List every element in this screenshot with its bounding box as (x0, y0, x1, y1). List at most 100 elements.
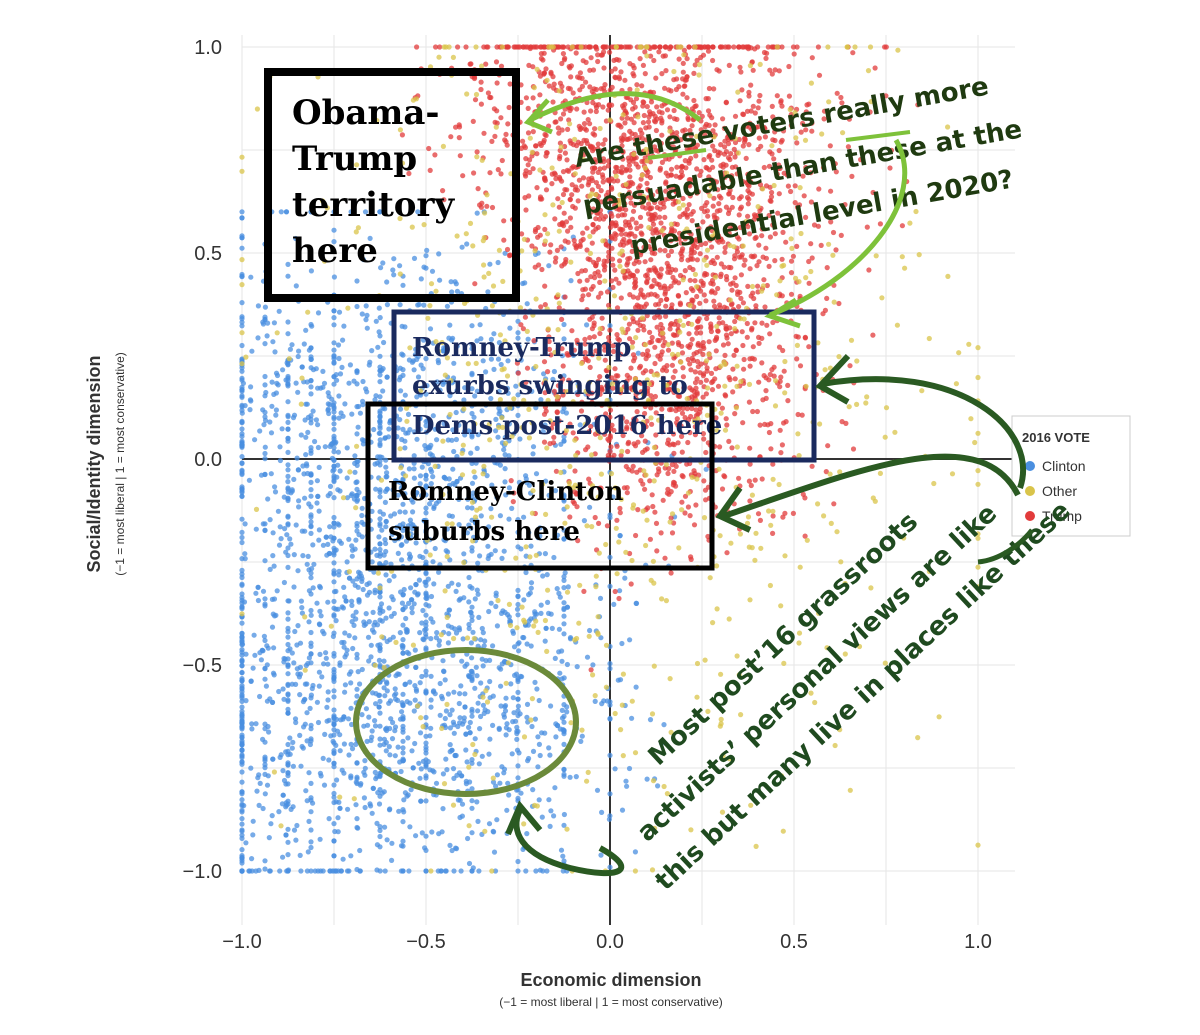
data-point-clinton (454, 343, 460, 349)
data-point-clinton (505, 358, 511, 364)
data-point-clinton (377, 368, 383, 374)
data-point-clinton (293, 837, 299, 843)
data-point-trump (625, 448, 631, 455)
data-point-clinton (275, 382, 281, 388)
data-point-clinton (376, 801, 383, 807)
data-point-clinton (354, 693, 360, 699)
data-point-trump (752, 320, 758, 326)
data-point-clinton (449, 847, 455, 854)
data-point-clinton (285, 449, 291, 455)
data-point-clinton (308, 868, 314, 874)
data-point-clinton (464, 241, 470, 247)
data-point-trump (529, 243, 535, 249)
data-point-clinton (514, 736, 520, 743)
data-point-trump (666, 87, 672, 93)
data-point-trump (581, 109, 587, 115)
data-point-clinton (472, 474, 478, 480)
data-point-trump (597, 330, 603, 337)
data-point-trump (776, 344, 783, 350)
data-point-trump (616, 122, 623, 128)
data-point-trump (716, 401, 722, 407)
data-point-clinton (449, 707, 455, 713)
data-point-trump (711, 298, 717, 304)
data-point-clinton (467, 719, 473, 726)
data-point-trump (762, 304, 768, 310)
data-point-clinton (239, 604, 245, 610)
data-point-clinton (362, 804, 368, 811)
data-point-clinton (400, 750, 406, 756)
data-point-clinton (402, 438, 408, 444)
data-point-trump (689, 336, 695, 342)
data-point-clinton (285, 462, 291, 468)
data-point-clinton (398, 485, 404, 491)
data-point-clinton (520, 280, 526, 287)
data-point-clinton (423, 571, 429, 577)
data-point-trump (770, 461, 776, 467)
data-point-trump (591, 320, 597, 326)
data-point-clinton (239, 342, 245, 349)
data-point-trump (717, 207, 723, 213)
data-point-trump (618, 69, 624, 75)
data-point-trump (662, 291, 668, 297)
data-point-trump (654, 451, 660, 457)
data-point-trump (659, 406, 665, 412)
data-point-trump (584, 225, 590, 231)
data-point-clinton (626, 765, 633, 772)
data-point-clinton (285, 319, 291, 325)
data-point-clinton (478, 713, 484, 720)
data-point-clinton (547, 752, 553, 758)
data-point-clinton (413, 532, 419, 538)
data-point-clinton (363, 317, 369, 323)
data-point-trump (676, 56, 682, 62)
data-point-trump (640, 62, 647, 68)
data-point-trump (683, 290, 689, 296)
data-point-clinton (339, 364, 345, 370)
data-point-clinton (285, 598, 291, 604)
data-point-trump (741, 262, 747, 268)
data-point-clinton (304, 561, 310, 567)
data-point-clinton (369, 627, 376, 633)
data-point-clinton (474, 587, 480, 593)
data-point-clinton (474, 445, 480, 451)
data-point-clinton (370, 609, 376, 616)
data-point-clinton (539, 730, 545, 736)
data-point-trump (738, 272, 745, 278)
data-point-clinton (401, 797, 407, 803)
data-point-clinton (515, 703, 522, 709)
data-point-clinton (285, 671, 291, 677)
data-point-clinton (399, 600, 405, 606)
data-point-clinton (459, 658, 465, 664)
data-point-trump (488, 94, 494, 101)
data-point-trump (440, 188, 446, 194)
data-point-trump (770, 222, 776, 228)
data-point-clinton (400, 592, 406, 598)
data-point-trump (802, 335, 809, 341)
data-point-clinton (239, 488, 245, 494)
data-point-clinton (546, 797, 552, 803)
data-point-clinton (354, 431, 360, 437)
data-point-clinton (503, 695, 509, 701)
data-point-trump (703, 240, 709, 247)
data-point-clinton (291, 660, 297, 666)
data-point-clinton (417, 426, 423, 432)
data-point-trump (657, 167, 663, 173)
data-point-clinton (407, 824, 413, 830)
data-point-trump (676, 280, 682, 286)
data-point-clinton (376, 534, 382, 540)
data-point-trump (523, 95, 530, 101)
data-point-clinton (502, 250, 508, 256)
data-point-clinton (262, 521, 268, 527)
data-point-clinton (423, 391, 429, 397)
data-point-trump (681, 385, 687, 391)
data-point-trump (718, 261, 725, 267)
data-point-clinton (253, 868, 259, 874)
data-point-trump (699, 205, 705, 211)
data-point-trump (746, 93, 752, 99)
data-point-clinton (398, 768, 404, 775)
data-point-clinton (400, 367, 406, 373)
data-point-clinton (260, 588, 267, 594)
data-point-clinton (317, 622, 323, 628)
data-point-trump (580, 293, 586, 299)
data-point-clinton (305, 429, 311, 435)
